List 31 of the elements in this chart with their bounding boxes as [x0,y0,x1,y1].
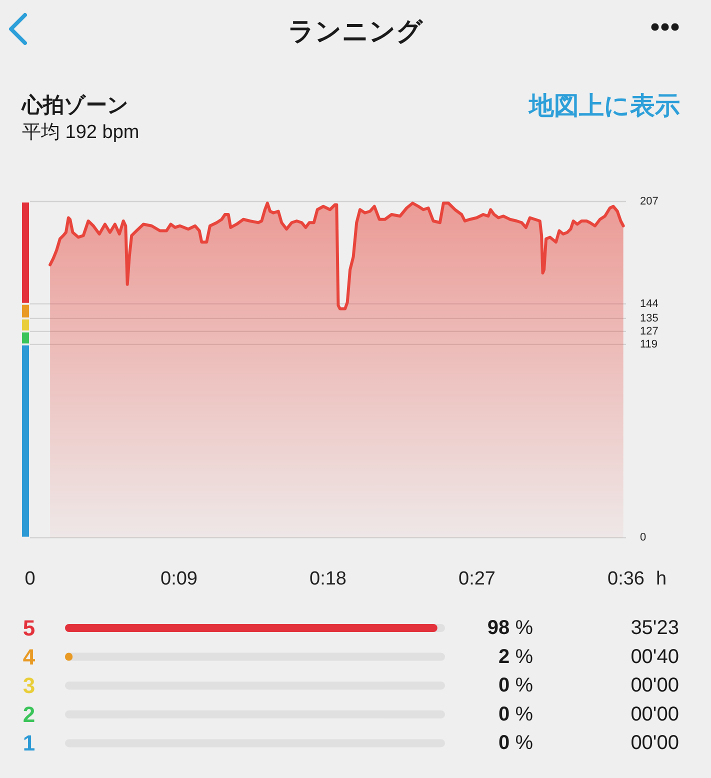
value-label: 2 % [498,646,533,668]
subtitle: 平均 192 bpm [22,122,140,143]
annotation: 00'00 [630,732,679,754]
x-tick-label: 0:09 [160,568,198,590]
y-tick-label: 0 [640,532,646,544]
category-label: 2 [22,702,36,727]
annotation: 地図上に表示 [529,92,680,120]
title: 心拍ゾーン [22,94,129,117]
y-tick-label: 119 [640,338,658,350]
value-label: 98 % [487,617,533,639]
x-tick-label: 0 [24,568,36,590]
annotation: 00'00 [630,703,679,726]
y-tick-label: 207 [640,196,658,208]
annotation: 00'40 [630,646,679,668]
x-axis-title: h [656,568,667,590]
category-label: 5 [22,616,36,640]
category-label: 3 [22,673,36,698]
title: ランニング [288,16,423,46]
category-label: 1 [22,730,36,756]
x-tick-label: 0:18 [310,568,346,590]
y-tick-label: 144 [640,298,658,310]
value-label: 0 % [498,703,533,726]
value-label: 0 % [498,674,533,697]
y-tick-label: 135 [640,312,658,324]
annotation: 00'00 [630,674,679,697]
x-tick-label: 0:36 [608,568,644,590]
value-label: 0 % [498,732,533,754]
category-label: 4 [22,644,36,670]
y-tick-label: 127 [640,325,658,338]
x-tick-label: 0:27 [458,568,496,590]
annotation: 35'23 [630,617,679,639]
